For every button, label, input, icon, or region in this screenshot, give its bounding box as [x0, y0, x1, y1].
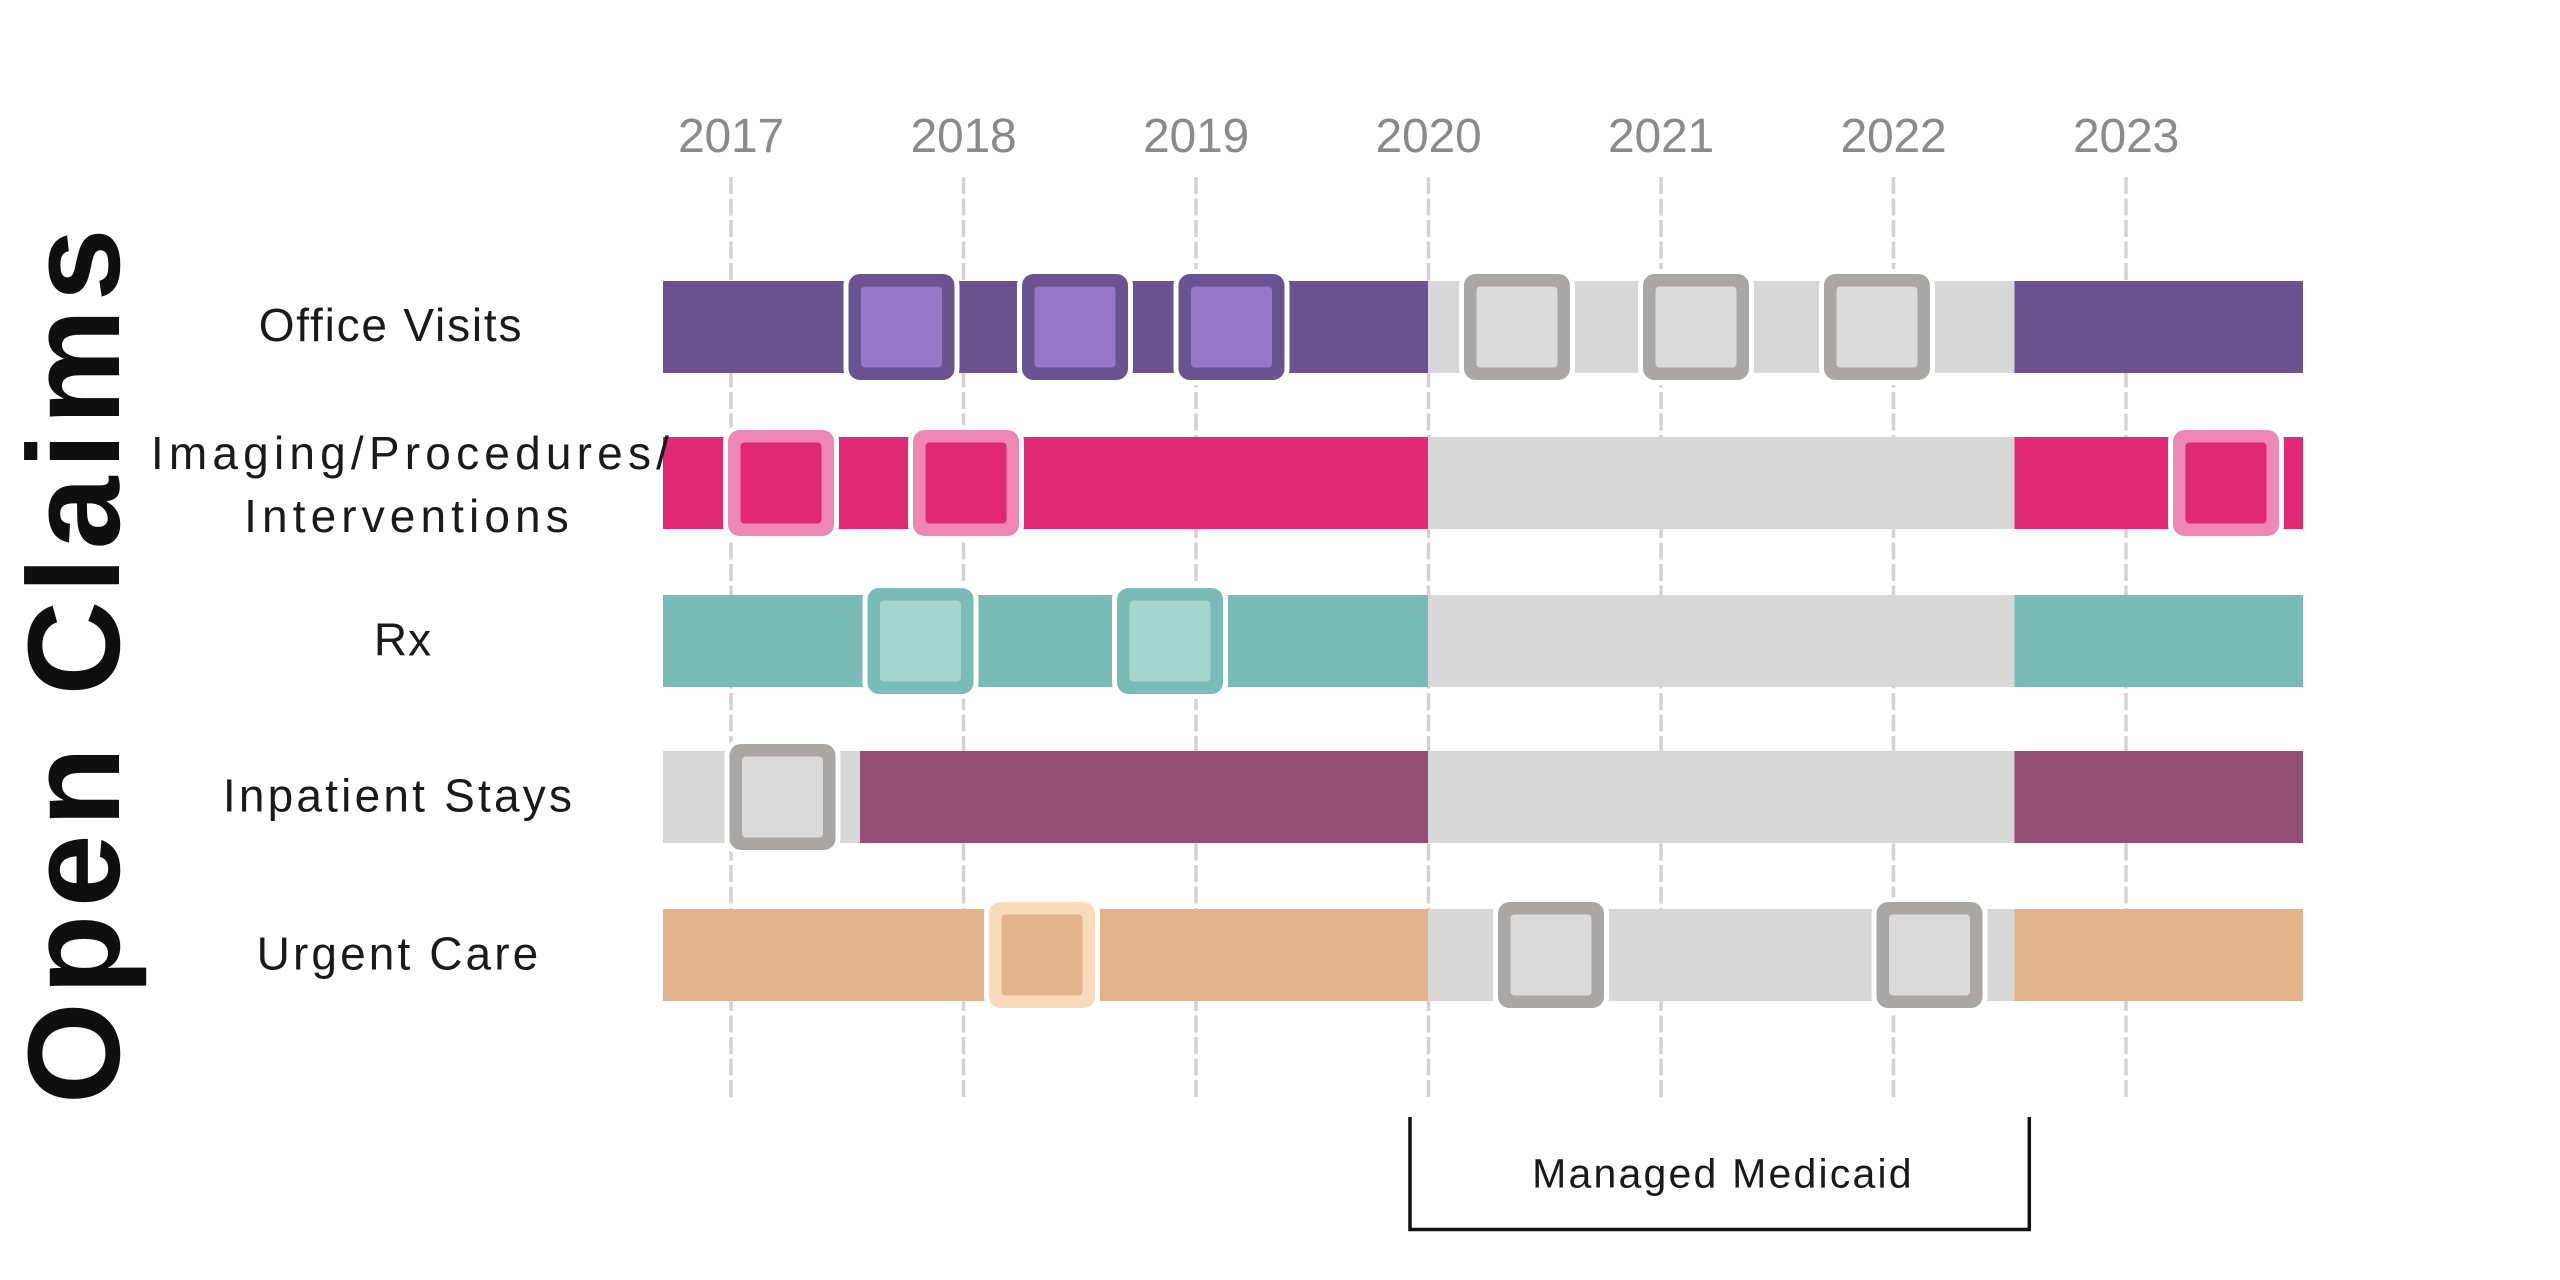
- svg-text:2022: 2022: [1841, 110, 1947, 163]
- svg-text:Interventions: Interventions: [244, 490, 574, 542]
- svg-text:2021: 2021: [1608, 110, 1714, 163]
- svg-text:Rx: Rx: [374, 614, 432, 666]
- svg-text:2020: 2020: [1376, 110, 1482, 163]
- svg-text:2017: 2017: [678, 110, 784, 163]
- svg-text:Open Claims: Open Claims: [0, 221, 147, 1104]
- svg-text:Inpatient Stays: Inpatient Stays: [223, 770, 575, 822]
- svg-text:Urgent Care: Urgent Care: [257, 928, 542, 980]
- svg-text:2023: 2023: [2073, 110, 2179, 163]
- svg-text:2019: 2019: [1143, 110, 1249, 163]
- svg-text:Managed Medicaid: Managed Medicaid: [1532, 1151, 1914, 1197]
- svg-text:Office Visits: Office Visits: [259, 299, 524, 351]
- svg-text:2018: 2018: [911, 110, 1017, 163]
- svg-text:Imaging/Procedures/: Imaging/Procedures/: [151, 427, 674, 479]
